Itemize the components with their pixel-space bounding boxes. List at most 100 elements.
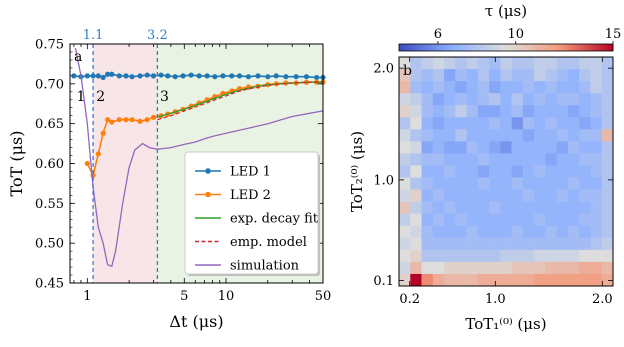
heatmap-cell xyxy=(590,201,603,214)
heatmap-cell xyxy=(455,189,467,202)
colorbar-segment xyxy=(433,44,437,51)
heatmap-cell xyxy=(466,165,479,178)
heatmap-cell xyxy=(477,237,490,251)
heatmap-cell xyxy=(489,249,501,263)
heatmap-cell xyxy=(399,141,411,154)
colorbar-segment xyxy=(527,44,531,51)
heatmap-cell xyxy=(444,81,456,94)
colorbar-segment xyxy=(460,44,464,51)
heatmap-cell xyxy=(556,261,569,275)
heatmap-cell xyxy=(421,93,434,106)
colorbar-segment xyxy=(548,44,552,51)
heatmap-cell xyxy=(556,273,569,287)
series-led-1-point xyxy=(283,74,289,80)
heatmap-cell xyxy=(590,153,603,166)
heatmap-cell xyxy=(511,57,524,70)
panel-label-a: a xyxy=(74,49,82,65)
heatmap-cell xyxy=(455,261,467,275)
heatmap-y-tick-label: 0.1 xyxy=(373,274,394,289)
heatmap-cell xyxy=(466,69,479,82)
colorbar-segment xyxy=(503,44,507,51)
heatmap-cell xyxy=(489,165,501,178)
heatmap-cell xyxy=(522,213,535,227)
heatmap-cell xyxy=(556,129,569,142)
heatmap-cell xyxy=(455,117,467,130)
heatmap-cell xyxy=(410,213,422,227)
heatmap-cell xyxy=(511,69,524,82)
heatmap-cell xyxy=(432,141,445,154)
colorbar-tick-label: 6 xyxy=(434,27,442,42)
heatmap-cell xyxy=(466,81,479,94)
heatmap-cell xyxy=(601,129,614,142)
series-led-1-point xyxy=(84,73,90,79)
y-tick-label: 0.55 xyxy=(35,197,64,212)
colorbar-segment xyxy=(479,44,483,51)
heatmap-cell xyxy=(399,81,411,94)
heatmap-cell xyxy=(590,57,603,70)
region-boundary-lines xyxy=(92,44,159,283)
heatmap-cell xyxy=(534,165,546,178)
heatmap-cell xyxy=(489,213,501,227)
x-tick-label: 50 xyxy=(315,289,332,304)
heatmap-cell xyxy=(432,57,445,70)
heatmap-cell xyxy=(534,177,546,190)
colorbar-segment xyxy=(404,44,408,51)
heatmap-cell xyxy=(500,141,512,154)
heatmap-cell xyxy=(500,129,512,142)
heatmap-cell xyxy=(477,93,490,106)
heatmap-cell xyxy=(410,93,422,106)
heatmap-cell xyxy=(534,141,546,154)
heatmap-cell xyxy=(545,225,557,239)
colorbar-segment xyxy=(580,44,584,51)
heatmap-cell xyxy=(500,213,512,227)
heatmap-cell xyxy=(534,93,546,106)
colorbar-segment xyxy=(465,44,469,51)
heatmap-cell xyxy=(579,165,591,178)
heatmap-cell xyxy=(444,117,456,130)
heatmap-cell xyxy=(601,117,614,130)
colorbar-segment xyxy=(519,44,523,51)
colorbar-segment xyxy=(457,44,461,51)
heatmap-cell xyxy=(522,201,535,214)
heatmap-cell xyxy=(421,189,434,202)
heatmap-cell xyxy=(489,129,501,142)
heatmap-cell xyxy=(410,57,422,70)
heatmap-cell xyxy=(466,225,479,239)
heatmap-cell xyxy=(567,237,580,251)
heatmap-cell xyxy=(444,105,456,118)
heatmap-cell xyxy=(477,57,490,70)
heatmap-cell xyxy=(432,261,445,275)
colorbar-segment xyxy=(417,44,421,51)
heatmap-cell xyxy=(477,129,490,142)
heatmap-cell xyxy=(511,177,524,190)
series-led-1-point xyxy=(71,73,77,79)
x-tick-label: 5 xyxy=(180,289,188,304)
heatmap-cell xyxy=(421,81,434,94)
heatmap-cell xyxy=(489,153,501,166)
heatmap-cell xyxy=(399,261,411,275)
colorbar-segment xyxy=(572,44,576,51)
heatmap-cell xyxy=(421,69,434,82)
heatmap-cell xyxy=(590,69,603,82)
heatmap-cell xyxy=(432,129,445,142)
heatmap-cell xyxy=(444,261,456,275)
colorbar-label: τ (μs) xyxy=(485,2,527,20)
heatmap-cell xyxy=(556,117,569,130)
heatmap-cell xyxy=(511,237,524,251)
heatmap-cell xyxy=(590,249,603,263)
heatmap-cell xyxy=(590,81,603,94)
heatmap-cell xyxy=(534,201,546,214)
heatmap-cell xyxy=(590,261,603,275)
heatmap-cell xyxy=(455,249,467,263)
heatmap-cell xyxy=(534,105,546,118)
heatmap-cell xyxy=(444,213,456,227)
colorbar-segment xyxy=(602,44,606,51)
heatmap-cell xyxy=(545,249,557,263)
heatmap-cell xyxy=(455,177,467,190)
heatmap-cell xyxy=(421,213,434,227)
colorbar-segment xyxy=(570,44,574,51)
series-led-1-point xyxy=(303,74,310,80)
heatmap-cell xyxy=(466,213,479,227)
heatmap-cell xyxy=(477,177,490,190)
heatmap-cell xyxy=(601,141,614,154)
